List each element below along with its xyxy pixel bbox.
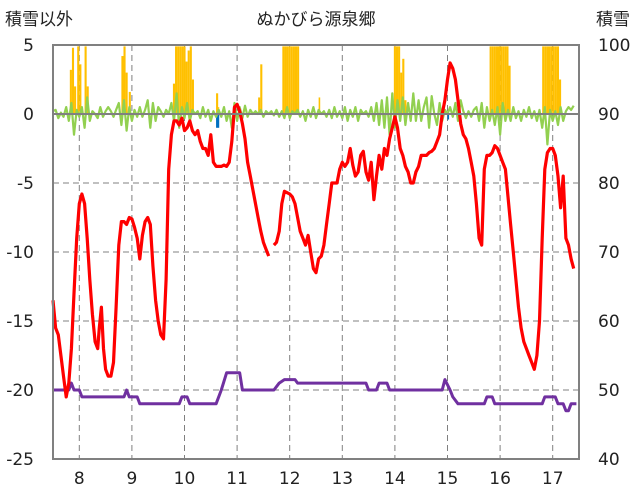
bar-0 — [69, 69, 72, 114]
x-tick-label-13: 13 — [331, 469, 353, 489]
right-tick-label-50: 50 — [598, 381, 620, 401]
x-tick-label-10: 10 — [174, 469, 196, 489]
x-tick-label-14: 14 — [384, 469, 406, 489]
right-axis-label: 積雪 — [596, 10, 630, 30]
bar-48 — [506, 46, 509, 114]
chart-title: ぬかびら源泉郷 — [257, 10, 376, 30]
x-tick-label-11: 11 — [226, 469, 248, 489]
bar-54 — [550, 46, 553, 114]
bar-27 — [286, 46, 289, 114]
temperature-line — [51, 61, 576, 399]
bar-8 — [123, 46, 126, 114]
left-tick-label--20: -20 — [6, 381, 34, 401]
bar-7 — [121, 56, 124, 114]
bar-41 — [491, 46, 494, 114]
green-series-line — [52, 92, 575, 146]
x-tick-label-15: 15 — [437, 469, 459, 489]
bar-10 — [128, 91, 131, 114]
bar-49 — [508, 65, 511, 114]
bar-16 — [183, 46, 186, 114]
left-tick-label-0: 0 — [23, 105, 34, 125]
bar-36 — [398, 46, 401, 114]
x-tick-label-16: 16 — [489, 469, 511, 489]
bar-46 — [502, 46, 505, 114]
bar-55 — [552, 46, 555, 114]
left-tick-label-5: 5 — [23, 36, 34, 56]
bar-45 — [500, 46, 503, 114]
right-tick-label-40: 40 — [598, 450, 620, 470]
bar-2 — [74, 86, 77, 114]
grid — [53, 45, 579, 459]
left-tick-label--5: -5 — [17, 174, 34, 194]
left-tick-label--15: -15 — [6, 312, 34, 332]
bar-30 — [292, 46, 295, 114]
bar-29 — [290, 46, 293, 114]
bar-11 — [172, 83, 176, 114]
bar-15 — [181, 46, 184, 114]
bar-57 — [556, 46, 560, 114]
left-axis-label: 積雪以外 — [5, 10, 73, 30]
right-tick-label-90: 90 — [598, 105, 620, 125]
bar-13 — [177, 46, 180, 114]
bar-37 — [400, 72, 403, 114]
bar-9 — [125, 72, 128, 114]
bar-20 — [191, 79, 194, 114]
bar-23 — [258, 97, 261, 114]
bar-58 — [559, 79, 562, 114]
bar-31 — [294, 46, 298, 114]
bar-35 — [395, 46, 399, 114]
bar-33 — [318, 97, 321, 114]
left-tick-label--25: -25 — [6, 450, 34, 470]
bar-24 — [260, 64, 263, 114]
bar-14 — [179, 46, 182, 114]
bar-32 — [297, 46, 300, 114]
bar-51 — [544, 46, 547, 114]
bar-52 — [546, 46, 549, 114]
bar-34 — [393, 46, 396, 114]
right-tick-label-100: 100 — [598, 36, 630, 56]
right-tick-label-70: 70 — [598, 243, 620, 263]
bar-38 — [402, 58, 405, 114]
series-lines — [51, 61, 577, 413]
bar-25 — [282, 46, 285, 114]
x-tick-label-8: 8 — [74, 469, 85, 489]
bar-43 — [495, 46, 498, 114]
snow-depth-line — [53, 371, 577, 413]
blue-bar-0 — [216, 114, 220, 128]
bar-44 — [497, 46, 501, 114]
plot-frame — [52, 44, 580, 460]
x-tick-label-12: 12 — [279, 469, 301, 489]
bar-12 — [175, 46, 178, 114]
bar-4 — [79, 64, 82, 114]
bar-1 — [71, 47, 75, 115]
x-tick-label-17: 17 — [542, 469, 564, 489]
bar-18 — [187, 50, 190, 114]
bar-56 — [554, 46, 557, 114]
bar-50 — [542, 46, 545, 114]
bar-21 — [216, 93, 219, 114]
bar-5 — [84, 46, 87, 114]
bar-42 — [493, 46, 496, 114]
bar-40 — [489, 46, 492, 114]
bar-47 — [504, 46, 507, 114]
bar-28 — [288, 46, 291, 114]
bar-26 — [284, 46, 287, 114]
right-tick-label-80: 80 — [598, 174, 620, 194]
right-tick-label-60: 60 — [598, 312, 620, 332]
x-tick-label-9: 9 — [126, 469, 137, 489]
bar-53 — [548, 46, 551, 114]
bar-17 — [185, 61, 188, 114]
bar-19 — [189, 46, 192, 114]
left-tick-label--10: -10 — [6, 243, 34, 263]
bar-39 — [404, 100, 407, 114]
bar-3 — [77, 46, 80, 114]
precip-bars — [69, 46, 562, 128]
axes — [52, 44, 580, 460]
blue-bar-1 — [447, 114, 450, 120]
